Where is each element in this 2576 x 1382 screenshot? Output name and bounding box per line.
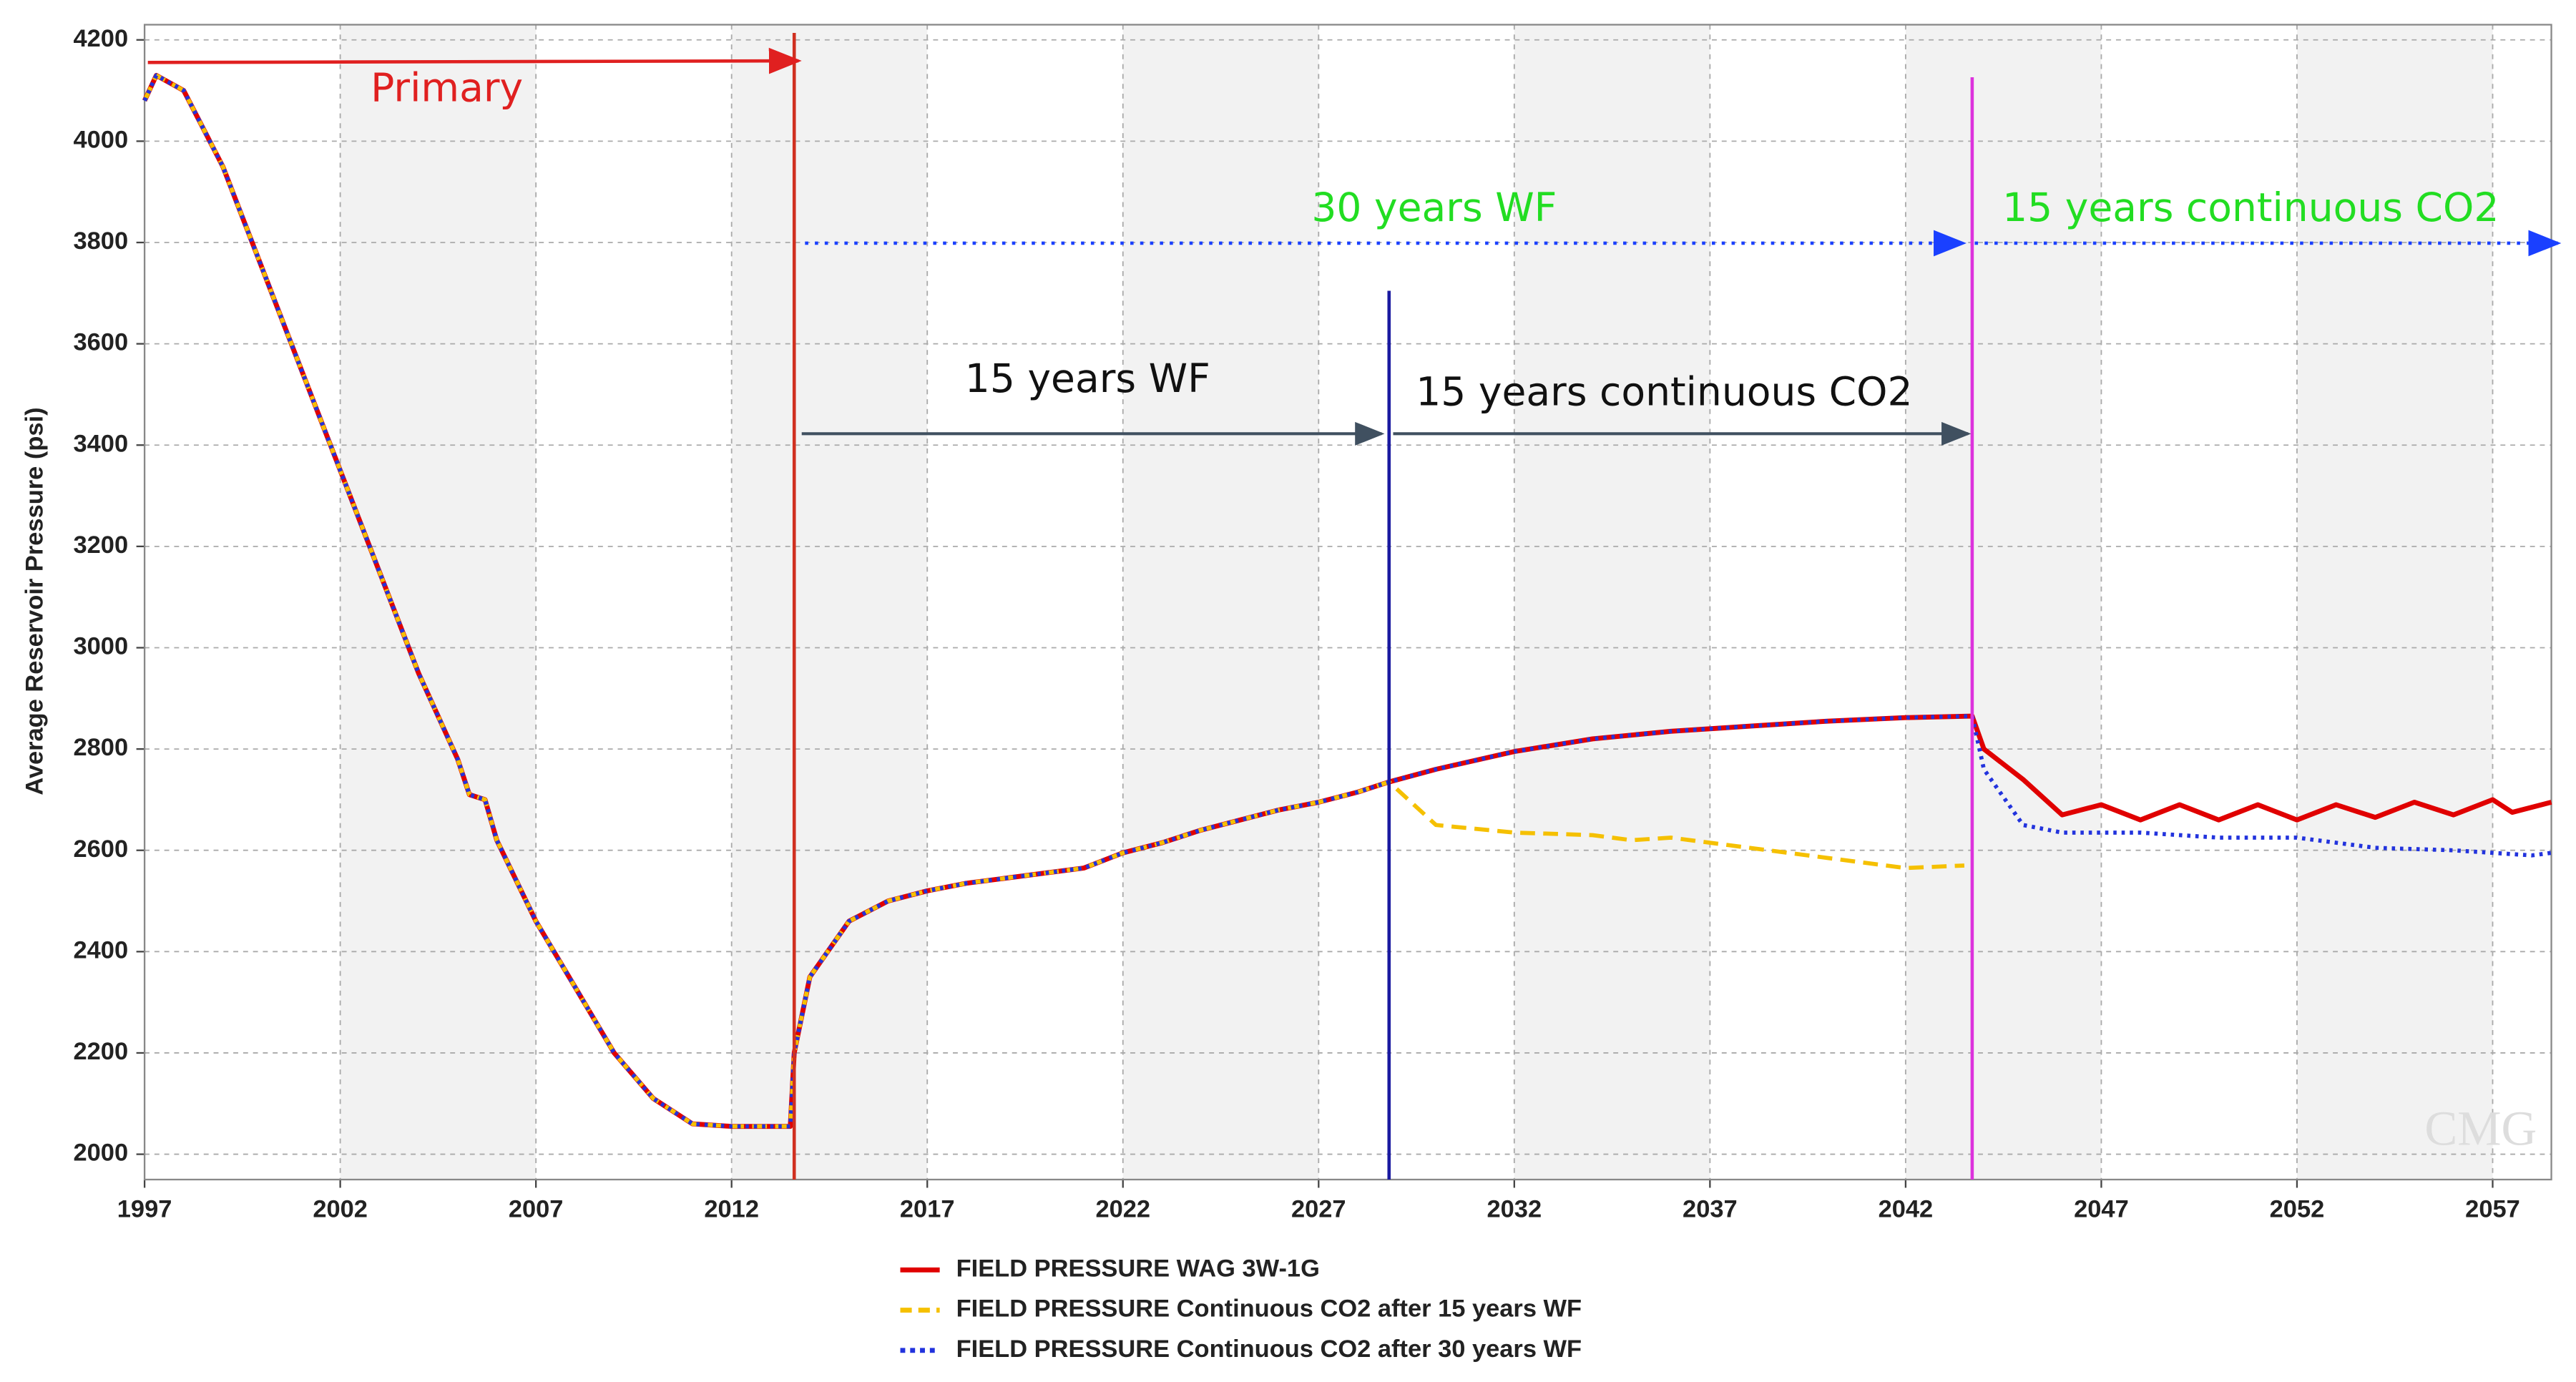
y-tick-label: 3800 [74,227,129,255]
watermark: CMG [2424,1102,2537,1156]
band [1514,24,1710,1180]
x-tick-label: 2032 [1487,1196,1542,1223]
y-tick-label: 2000 [74,1140,129,1167]
x-tick-label: 2042 [1879,1196,1934,1223]
series-lines [142,72,2552,1129]
y-tick-label: 3000 [74,633,129,660]
annotation: 15 years WF [965,356,1210,401]
y-tick-label: 3200 [74,531,129,559]
x-tick-label: 2007 [509,1196,564,1223]
x-tick-label: 2027 [1291,1196,1346,1223]
y-tick-label: 2400 [74,936,129,964]
plot-background [145,24,2552,1180]
y-tick-label: 2200 [74,1038,129,1065]
y-tick-label: 4000 [74,126,129,153]
x-tick-label: 2037 [1683,1196,1738,1223]
plot-area [145,24,2552,1180]
y-tick-label: 3600 [74,329,129,356]
annotation: 15 years continuous CO2 [1416,368,1912,414]
plot-frame [143,24,2552,1181]
band [340,24,537,1180]
band [1122,24,1319,1180]
x-tick-label: 2002 [313,1196,368,1223]
x-tick-label: 2057 [2465,1196,2520,1223]
annotation: 30 years WF [1311,185,1557,230]
x-tick-label: 2022 [1095,1196,1150,1223]
band [2296,24,2493,1180]
y-tick-label: 4200 [74,25,129,52]
grid [136,24,2552,1188]
band [1905,24,2102,1180]
x-tick-label: 1997 [117,1196,172,1223]
y-tick-label: 2600 [74,835,129,863]
annotation-arrows [147,47,2562,446]
legend-label: FIELD PRESSURE Continuous CO2 after 15 y… [956,1295,1582,1323]
y-tick-label: 3400 [74,430,129,457]
x-tick-label: 2017 [900,1196,955,1223]
x-tick-label: 2012 [704,1196,759,1223]
x-tick-label: 2047 [2074,1196,2129,1223]
y-tick-label: 2800 [74,734,129,761]
legend-label: FIELD PRESSURE WAG 3W-1G [956,1255,1320,1282]
y-axis-label: Average Reservoir Pressure (psi) [21,407,49,795]
phase-lines [792,32,1974,1180]
x-tick-label: 2052 [2270,1196,2325,1223]
annotation: Primary [371,65,523,111]
arrow [147,47,802,74]
band [731,24,928,1180]
legend-label: FIELD PRESSURE Continuous CO2 after 30 y… [956,1336,1582,1363]
annotation: 15 years continuous CO2 [2002,185,2499,230]
